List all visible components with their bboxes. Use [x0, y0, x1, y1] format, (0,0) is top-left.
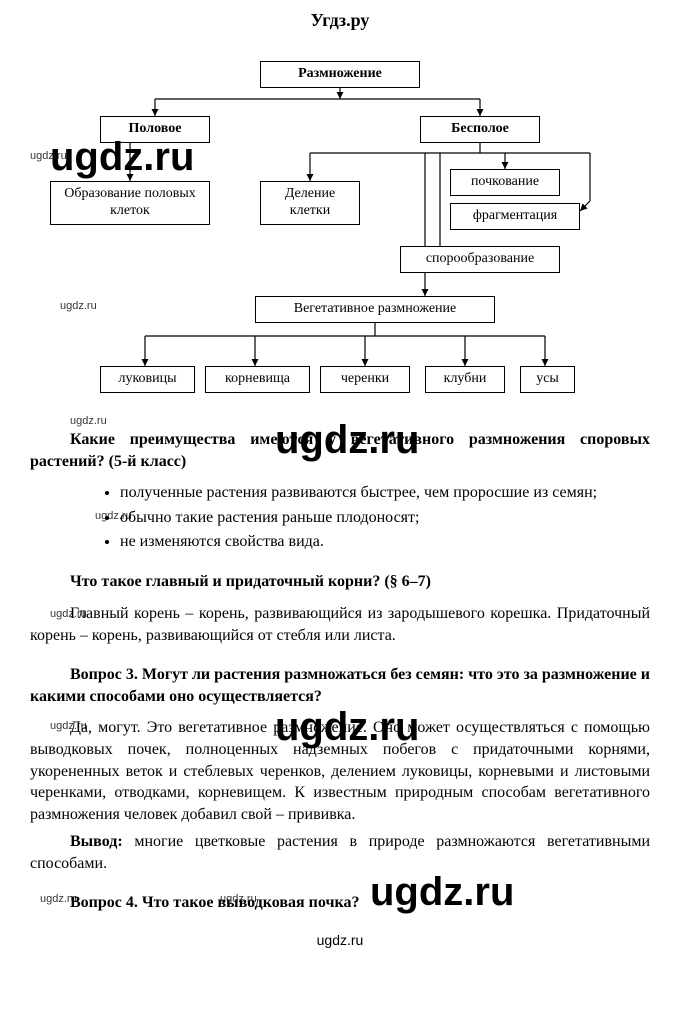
- q3-body: Да, могут. Это вегетативное размножение.…: [30, 717, 650, 825]
- node-kornevishcha: корневища: [205, 366, 310, 393]
- q4-heading: Вопрос 4. Что такое выводковая почка?: [30, 892, 650, 914]
- q3-conclusion: Вывод: многие цветковые растения в приро…: [30, 831, 650, 874]
- watermark-small: ugdz.ru: [70, 415, 107, 427]
- node-vegetative: Вегетативное размножение: [255, 296, 495, 323]
- q3-heading: Вопрос 3. Могут ли растения размножаться…: [30, 664, 650, 707]
- node-klubni: клубни: [425, 366, 505, 393]
- node-fragmentaciya: фрагментация: [450, 203, 580, 230]
- q1-heading: Какие преимущества имеются у вегетативно…: [30, 429, 650, 472]
- node-polovoe-child: Образование половых клеток: [50, 181, 210, 225]
- node-polovoe: Половое: [100, 116, 210, 143]
- q1-bullet: обычно такие растения раньше плодоносят;: [120, 507, 650, 529]
- q2-body: Главный корень – корень, развивающийся и…: [30, 603, 650, 646]
- node-root: Размножение: [260, 61, 420, 88]
- footer-watermark: ugdz.ru: [30, 932, 650, 948]
- node-delenie: Деление клетки: [260, 181, 360, 225]
- q1-bullet: полученные растения развиваются быстрее,…: [120, 482, 650, 504]
- q3-conclusion-label: Вывод:: [70, 833, 123, 850]
- q1-bullet: не изменяются свойства вида.: [120, 531, 650, 553]
- node-sporoobrazovanie: спорообразование: [400, 246, 560, 273]
- q3-conclusion-text: многие цветковые растения в природе разм…: [30, 833, 650, 872]
- node-pochkovanie: почкование: [450, 169, 560, 196]
- site-header: Угдз.ру: [30, 10, 650, 31]
- node-bespoloe: Бесполое: [420, 116, 540, 143]
- node-lukovicy: луковицы: [100, 366, 195, 393]
- node-cherenki: черенки: [320, 366, 410, 393]
- reproduction-diagram: Размножение Половое Бесполое Образование…: [30, 41, 650, 411]
- q2-heading: Что такое главный и придаточный корни? (…: [30, 571, 650, 593]
- node-usy: усы: [520, 366, 575, 393]
- q1-bullets: полученные растения развиваются быстрее,…: [30, 482, 650, 553]
